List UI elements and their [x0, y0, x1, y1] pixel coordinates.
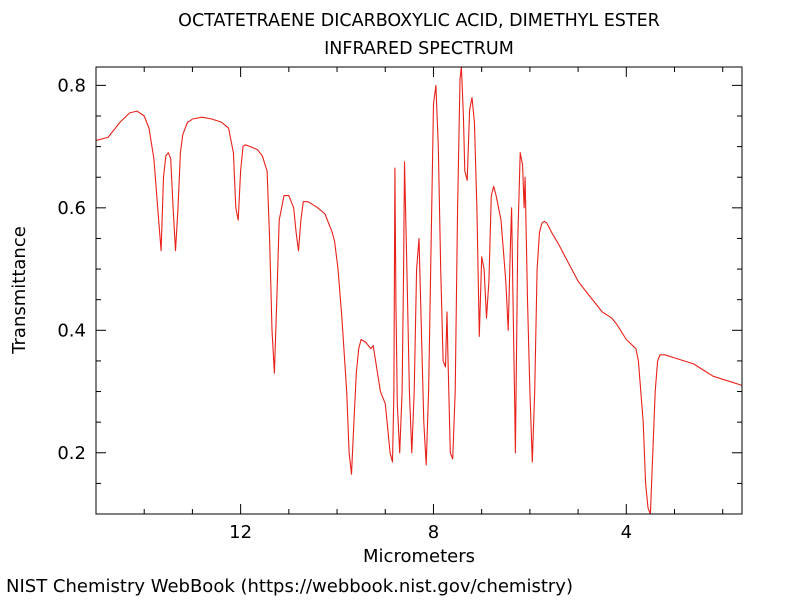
- x-tick-label: 8: [428, 522, 439, 543]
- tick-labels: 12 8 4 0.2 0.4 0.6 0.8: [57, 75, 632, 543]
- chart-title: OCTATETRAENE DICARBOXYLIC ACID, DIMETHYL…: [178, 11, 660, 31]
- plot-area: [96, 67, 742, 514]
- chart-subtitle: INFRARED SPECTRUM: [324, 39, 514, 59]
- y-tick-label: 0.8: [57, 75, 86, 96]
- y-axis-label: Transmittance: [9, 226, 30, 355]
- axis-ticks: [96, 67, 742, 514]
- x-axis-label: Micrometers: [363, 546, 475, 567]
- footer-credit: NIST Chemistry WebBook (https://webbook.…: [6, 576, 573, 597]
- y-tick-label: 0.2: [57, 443, 86, 464]
- spectrum-line: [96, 67, 742, 514]
- y-tick-label: 0.6: [57, 198, 86, 219]
- x-tick-label: 12: [229, 522, 252, 543]
- x-tick-label: 4: [621, 522, 632, 543]
- y-tick-label: 0.4: [57, 320, 86, 341]
- plot-frame: [95, 66, 743, 515]
